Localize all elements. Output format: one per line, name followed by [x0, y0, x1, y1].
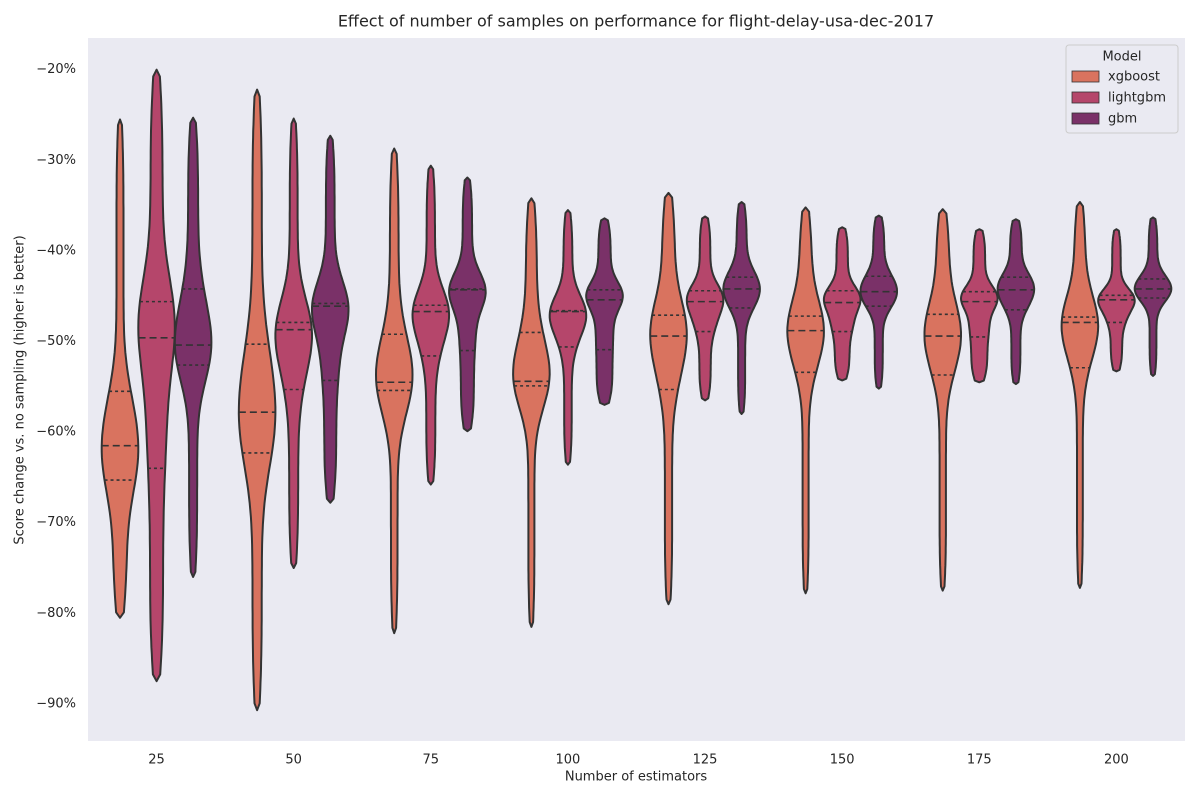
violin [923, 208, 962, 592]
x-tick-label: 200 [1104, 753, 1129, 768]
violin [1060, 201, 1100, 589]
violin [173, 116, 213, 578]
legend: Model xgboost lightgbm gbm [1065, 44, 1179, 134]
legend-swatch [1071, 112, 1100, 125]
legend-label: xgboost [1108, 70, 1160, 85]
violin [100, 118, 140, 619]
violin [960, 228, 999, 384]
violin [512, 197, 551, 628]
x-tick-label: 125 [693, 753, 718, 768]
violin [685, 215, 725, 402]
violin [274, 117, 313, 569]
y-tick-label: −80% [36, 606, 76, 621]
legend-title: Model [1102, 50, 1141, 65]
x-tick-label: 150 [830, 753, 855, 768]
violin [448, 176, 487, 433]
violin [1133, 216, 1173, 377]
violin [237, 88, 277, 712]
x-axis-label: Number of estimators [565, 770, 708, 785]
x-tick-label: 75 [423, 753, 440, 768]
legend-label: lightgbm [1108, 91, 1166, 106]
x-tick-label: 25 [148, 753, 165, 768]
y-axis-label: Score change vs. no sampling (higher is … [13, 235, 28, 544]
violin [311, 134, 350, 504]
y-tick-label: −30% [36, 153, 76, 168]
violin [375, 147, 414, 635]
chart-title: Effect of number of samples on performan… [338, 12, 934, 31]
x-tick-label: 50 [285, 753, 302, 768]
violin [786, 206, 825, 595]
violin [996, 218, 1036, 386]
violin [411, 164, 451, 486]
y-tick-label: −40% [36, 243, 76, 258]
violin [822, 226, 862, 382]
violin [859, 214, 898, 390]
violin [585, 217, 624, 406]
violin [649, 191, 688, 606]
y-tick-label: −70% [36, 515, 76, 530]
y-tick-label: −20% [36, 62, 76, 77]
legend-box [1065, 44, 1179, 134]
violin [137, 68, 176, 683]
y-tick-label: −50% [36, 334, 76, 349]
y-tick-label: −90% [36, 696, 76, 711]
violin [1097, 228, 1136, 373]
x-tick-label: 175 [967, 753, 992, 768]
legend-label: gbm [1108, 112, 1137, 127]
legend-swatch [1071, 70, 1100, 83]
y-tick-label: −60% [36, 425, 76, 440]
violin [548, 209, 588, 466]
x-tick-label: 100 [556, 753, 581, 768]
legend-swatch [1071, 91, 1100, 104]
